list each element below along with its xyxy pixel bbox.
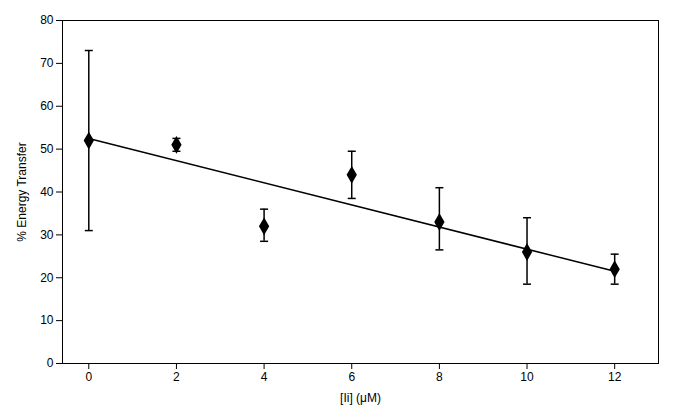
svg-text:70: 70	[40, 56, 54, 70]
svg-text:50: 50	[40, 142, 54, 156]
svg-text:6: 6	[348, 370, 355, 384]
svg-text:[Ii] (μM): [Ii] (μM)	[340, 391, 381, 405]
svg-text:60: 60	[40, 99, 54, 113]
svg-text:80: 80	[40, 13, 54, 27]
svg-text:2: 2	[173, 370, 180, 384]
svg-text:0: 0	[47, 356, 54, 370]
svg-text:4: 4	[261, 370, 268, 384]
svg-text:10: 10	[520, 370, 534, 384]
svg-text:0: 0	[85, 370, 92, 384]
svg-text:10: 10	[40, 313, 54, 327]
svg-text:40: 40	[40, 185, 54, 199]
svg-text:12: 12	[608, 370, 622, 384]
svg-text:20: 20	[40, 271, 54, 285]
svg-text:30: 30	[40, 228, 54, 242]
svg-text:% Energy Transfer: % Energy Transfer	[15, 142, 29, 241]
svg-text:8: 8	[436, 370, 443, 384]
